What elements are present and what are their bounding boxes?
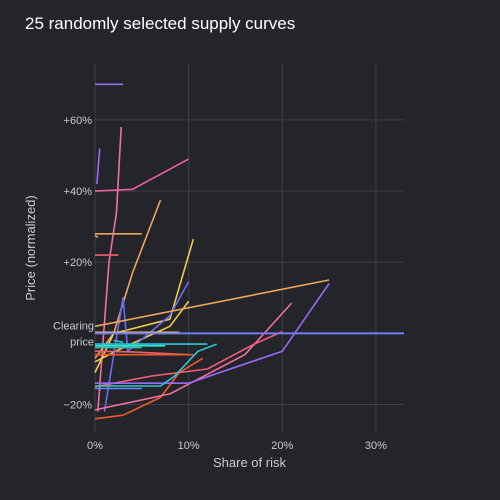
supply-curve-15 xyxy=(94,357,204,420)
x-tick-label: 30% xyxy=(365,440,387,452)
supply-curve-24 xyxy=(113,339,124,344)
supply-curve-19 xyxy=(95,343,217,387)
y-tick-label: +40% xyxy=(64,186,93,198)
tick-labels: 0% 10% 20% 30% −20% +20% +40% +60% xyxy=(64,115,388,452)
y-tick-label: −20% xyxy=(64,400,93,412)
supply-curve-3 xyxy=(97,126,122,412)
supply-curve-4 xyxy=(94,158,189,192)
y-axis-title: Price (normalized) xyxy=(23,195,38,300)
series-group xyxy=(94,83,330,420)
supply-curve-13 xyxy=(94,350,189,356)
supply-curve-16 xyxy=(94,302,293,411)
supply-curve-8 xyxy=(94,238,195,373)
clearing-price-label-line1: Clearing xyxy=(53,320,94,332)
y-tick-label: +60% xyxy=(64,115,93,127)
supply-curve-17 xyxy=(94,330,283,388)
y-tick-label: +20% xyxy=(64,257,93,269)
chart-title: 25 randomly selected supply curves xyxy=(25,14,296,33)
x-tick-label: 0% xyxy=(87,440,103,452)
x-tick-label: 10% xyxy=(178,440,200,452)
x-tick-label: 20% xyxy=(271,440,293,452)
supply-curve-2 xyxy=(96,148,101,185)
clearing-price-label-line2: price xyxy=(70,336,94,348)
supply-curve-18 xyxy=(95,283,330,385)
supply-curve-25 xyxy=(94,234,99,238)
supply-curve-10 xyxy=(103,281,190,412)
x-axis-title: Share of risk xyxy=(213,455,286,470)
supply-curve-11 xyxy=(94,279,330,328)
